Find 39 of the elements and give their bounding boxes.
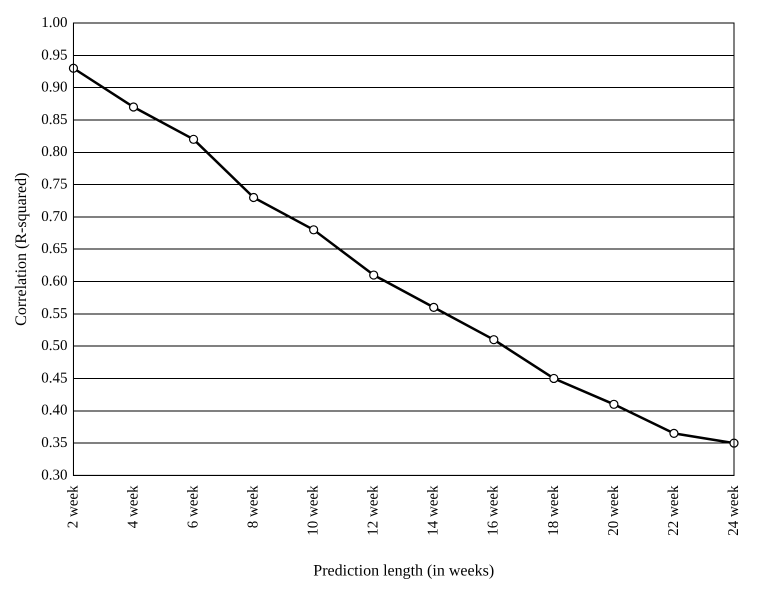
y-tick-label: 0.35: [41, 435, 68, 452]
x-tick-label: 16 week: [486, 484, 502, 536]
point: [128, 102, 138, 112]
point: [549, 374, 558, 384]
point: [429, 302, 438, 312]
x-tick-label: 10 week: [306, 484, 322, 536]
point: [309, 225, 318, 234]
x-axis-title: Prediction length (in weeks): [313, 562, 494, 580]
x-tick-label: 18 week: [546, 484, 562, 536]
y-tick-label: 0.65: [41, 241, 68, 258]
y-axis-title: Correlation (R-squared): [12, 172, 30, 326]
x-tick-label: 24 week: [726, 484, 742, 536]
x-tick-label: 20 week: [606, 484, 622, 536]
y-tick-label: 0.90: [41, 80, 68, 96]
y-tick-label: 0.70: [41, 208, 68, 225]
point: [249, 192, 258, 202]
y-tick-label: 1.00: [41, 14, 68, 31]
x-tick-label: 2 week: [65, 484, 82, 528]
point: [669, 428, 679, 438]
y-tick-label: 0.50: [41, 338, 68, 354]
y-tick-label: 0.95: [41, 47, 68, 64]
x-tick-label: 4 week: [125, 484, 142, 528]
point: [489, 335, 498, 344]
y-tick-label: 0.75: [41, 176, 68, 193]
y-tick-label: 0.30: [41, 467, 68, 484]
x-tick-label: 22 week: [666, 484, 682, 536]
x-tick-label: 12 week: [366, 484, 382, 536]
x-tick-label: 6 week: [185, 484, 202, 528]
y-tick-label: 0.45: [41, 370, 68, 386]
y-tick-label: 0.85: [41, 112, 68, 128]
point: [609, 400, 618, 409]
x-tick-label: 14 week: [426, 484, 442, 536]
point: [188, 134, 198, 144]
x-tick-label: 8 week: [246, 484, 262, 528]
y-tick-label: 0.80: [41, 144, 68, 160]
point: [369, 270, 378, 280]
y-tick-label: 0.40: [41, 402, 68, 419]
y-tick-label: 0.55: [41, 306, 68, 322]
y-tick-label: 0.60: [41, 273, 68, 290]
